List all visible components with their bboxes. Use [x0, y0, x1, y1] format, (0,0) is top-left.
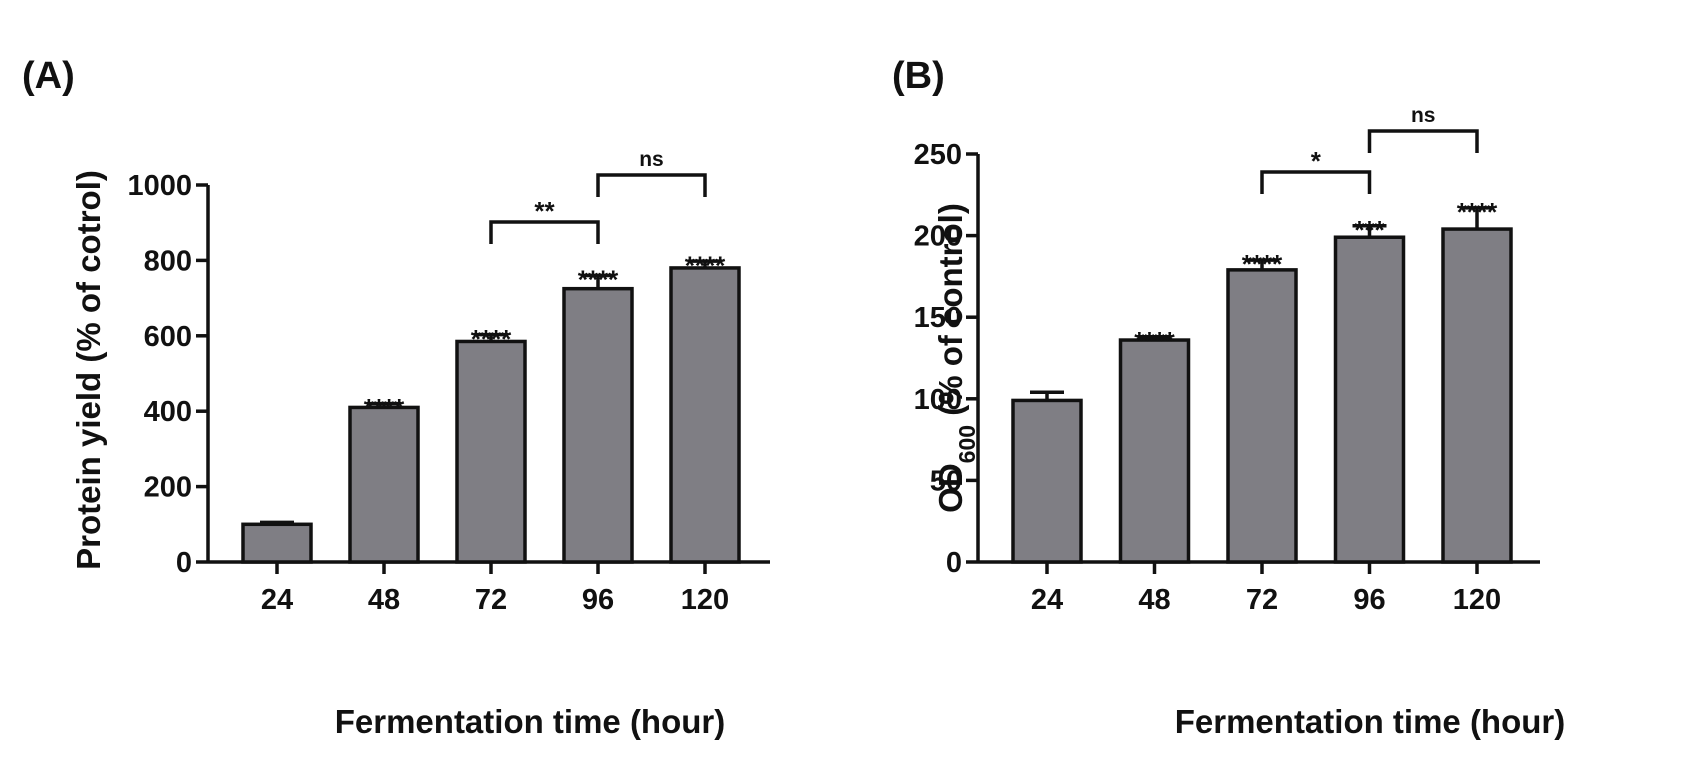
- panel-a-x-tick-label: 72: [475, 584, 507, 616]
- panel-b-y-tick-label: 100: [914, 384, 962, 416]
- panel-a-x-axis-title: Fermentation time (hour): [335, 703, 726, 740]
- panel-b-comparison-bracket: [1260, 170, 1372, 194]
- panel-b-y-tick-label: 0: [946, 547, 962, 579]
- panel-a-bracket-label: ns: [639, 148, 664, 171]
- panel-a-x-tick-label: 96: [582, 584, 614, 616]
- panel-a-bracket-label: **: [534, 196, 555, 226]
- panel-a-y-tick-label: 600: [144, 321, 192, 353]
- panel-b-significance-label: ****: [1134, 326, 1175, 356]
- panel-b-y-tick-label: 50: [930, 465, 962, 497]
- panel-a-y-tick-label: 200: [144, 472, 192, 504]
- panel-b-significance-label: ****: [1457, 197, 1498, 227]
- panel-a-plot-area: 0 200 400 600 800 1000 24 48 **** 72 **** 96 **** 120…: [127, 148, 770, 616]
- panel-b-y-tick-label: 150: [914, 302, 962, 334]
- panel-a-bar: [348, 405, 420, 564]
- panel-b-y-axis-title-subscript: 600: [954, 425, 980, 463]
- panel-b-significance-label: ***: [1354, 215, 1385, 245]
- panel-a-significance-label: ****: [578, 265, 619, 295]
- panel-b-bar: [1118, 338, 1191, 564]
- panel-a-bar: [241, 522, 313, 564]
- panel-a-bar: [455, 339, 527, 564]
- panel-b-bar: [1333, 235, 1406, 564]
- panel-b-y-axis-title: OD600 (% of control): [932, 203, 980, 513]
- panel-a-x-tick-label: 120: [681, 584, 729, 616]
- panel-a-significance-label: ****: [685, 250, 726, 280]
- panel-a-label: (A): [22, 55, 75, 97]
- panel-b-comparison-bracket: [1367, 129, 1479, 153]
- panel-b-x-tick-label: 48: [1138, 584, 1170, 616]
- panel-a-comparison-bracket: [596, 173, 707, 197]
- panel-b-label: (B): [892, 55, 945, 97]
- panel-a: (A) Protein yield (% of cotrol) Fermenta…: [22, 55, 770, 740]
- panel-a-comparison-bracket: [489, 220, 600, 244]
- panel-b-y-axis-title-main: OD: [932, 463, 969, 513]
- panel-a-bar: [669, 266, 741, 564]
- panel-b-bracket-label: *: [1311, 146, 1322, 176]
- panel-b-bar: [1441, 227, 1513, 564]
- panel-b: (B) OD600 (% of control) Fermentation ti…: [892, 55, 1565, 740]
- panel-a-significance-label: ****: [364, 393, 405, 423]
- panel-a-y-tick-label: 0: [176, 547, 192, 579]
- panel-b-bracket-label: ns: [1411, 104, 1436, 127]
- panel-b-y-tick-label: 250: [914, 139, 962, 171]
- panel-a-x-tick-label: 48: [368, 584, 400, 616]
- panel-b-x-axis-title: Fermentation time (hour): [1175, 703, 1566, 740]
- panel-a-y-tick-label: 400: [144, 396, 192, 428]
- panel-a-y-axis-title: Protein yield (% of cotrol): [70, 170, 107, 570]
- panel-b-x-tick-label: 72: [1246, 584, 1278, 616]
- panel-b-x-tick-label: 96: [1353, 584, 1385, 616]
- panel-b-x-tick-label: 120: [1453, 584, 1501, 616]
- panel-b-bar: [1011, 398, 1083, 564]
- panel-b-x-tick-label: 24: [1031, 584, 1063, 616]
- panel-a-y-tick-label: 800: [144, 245, 192, 277]
- panel-b-y-axis-title-rest: (% of control): [932, 203, 969, 425]
- panel-b-significance-label: ****: [1242, 249, 1283, 279]
- panel-b-y-tick-label: 200: [914, 221, 962, 253]
- panel-a-x-tick-label: 24: [261, 584, 293, 616]
- panel-b-bar: [1226, 268, 1298, 564]
- panel-a-y-tick-label: 1000: [127, 170, 192, 202]
- panel-a-significance-label: ****: [471, 324, 512, 354]
- panel-a-bar: [562, 286, 634, 564]
